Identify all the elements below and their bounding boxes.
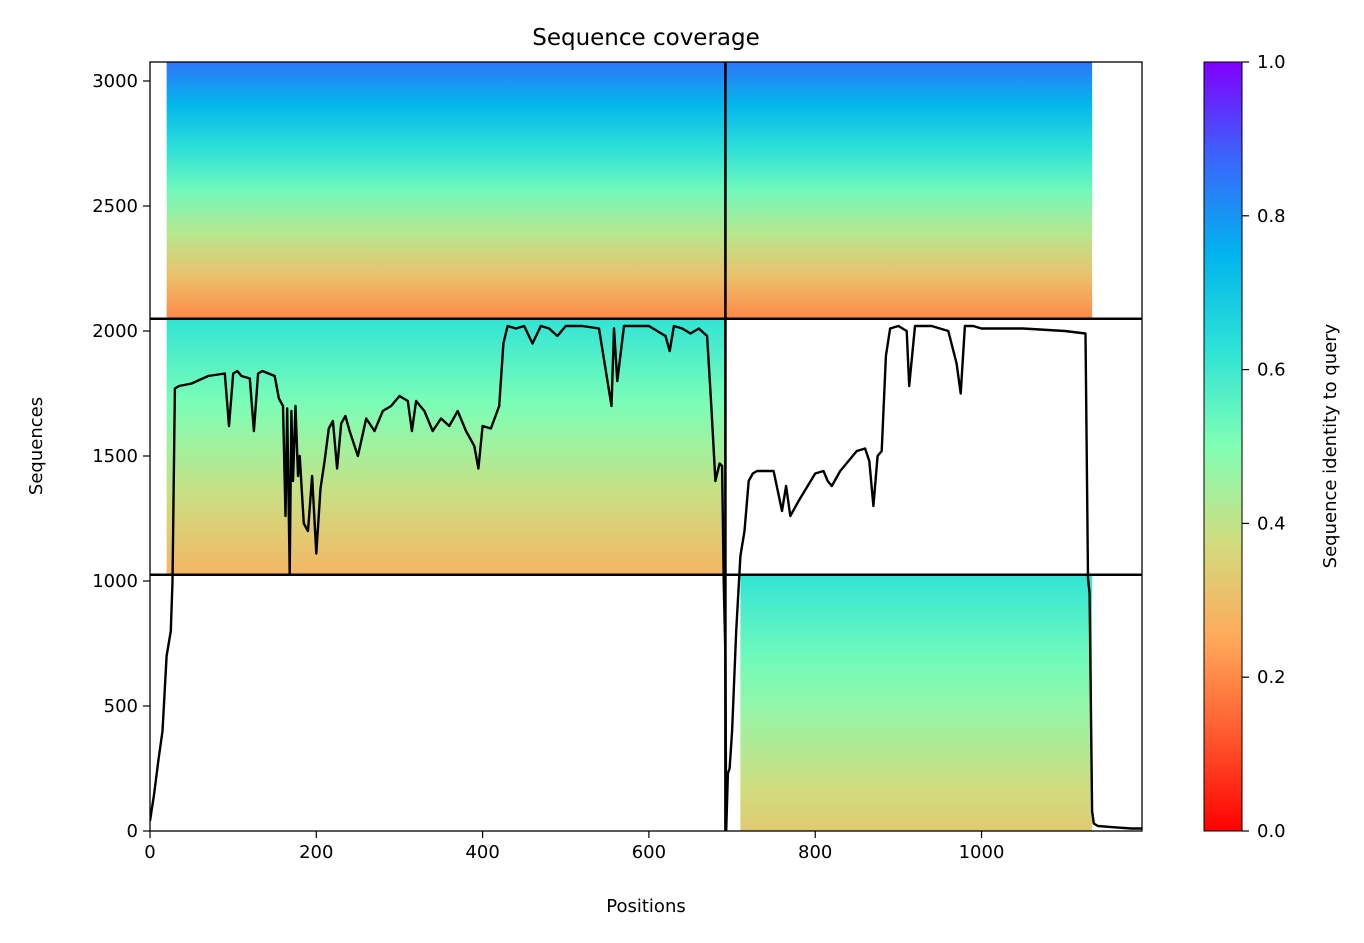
coverage-line-layer [150, 324, 1142, 831]
y-tick-label: 0 [127, 821, 138, 842]
colorbar-label: Sequence identity to query [1320, 323, 1341, 568]
heatmap-block-2 [740, 574, 1093, 831]
colorbar-tick-label: 0.8 [1257, 206, 1286, 227]
y-axis-label: Sequences [26, 397, 47, 495]
colorbar-tick-label: 0.6 [1257, 360, 1286, 381]
colorbar-tick-label: 0.2 [1257, 667, 1286, 688]
x-tick-label: 800 [798, 842, 832, 863]
x-tick-label: 400 [465, 842, 499, 863]
colorbar-ticks: 0.0 0.2 0.4 0.6 0.8 1.0 [1242, 52, 1286, 842]
colorbar-tick-label: 0.4 [1257, 513, 1286, 534]
heatmap-block-1 [166, 318, 726, 575]
chart-title: Sequence coverage [532, 25, 760, 51]
y-axis-ticks: 0 500 1000 1500 2000 2500 3000 [92, 71, 150, 842]
x-tick-label: 1000 [959, 842, 1005, 863]
y-tick-label: 2000 [92, 321, 138, 342]
y-tick-label: 2500 [92, 196, 138, 217]
x-tick-label: 200 [299, 842, 333, 863]
x-axis-ticks: 0 200 400 600 800 1000 [144, 831, 1004, 863]
y-tick-label: 1000 [92, 571, 138, 592]
colorbar [1203, 61, 1243, 832]
y-tick-label: 3000 [92, 71, 138, 92]
y-tick-label: 500 [104, 696, 138, 717]
x-axis-label: Positions [606, 896, 685, 917]
colorbar-tick-label: 1.0 [1257, 52, 1286, 73]
y-tick-label: 1500 [92, 446, 138, 467]
chain-boundaries [150, 62, 1142, 831]
colorbar-tick-label: 0.0 [1257, 821, 1286, 842]
coverage-heatmap [166, 62, 1093, 831]
x-tick-label: 600 [632, 842, 666, 863]
coverage-line [150, 324, 1142, 831]
x-tick-label: 0 [144, 842, 155, 863]
heatmap-block-3 [166, 62, 1093, 319]
plot-frame [149, 61, 1143, 832]
